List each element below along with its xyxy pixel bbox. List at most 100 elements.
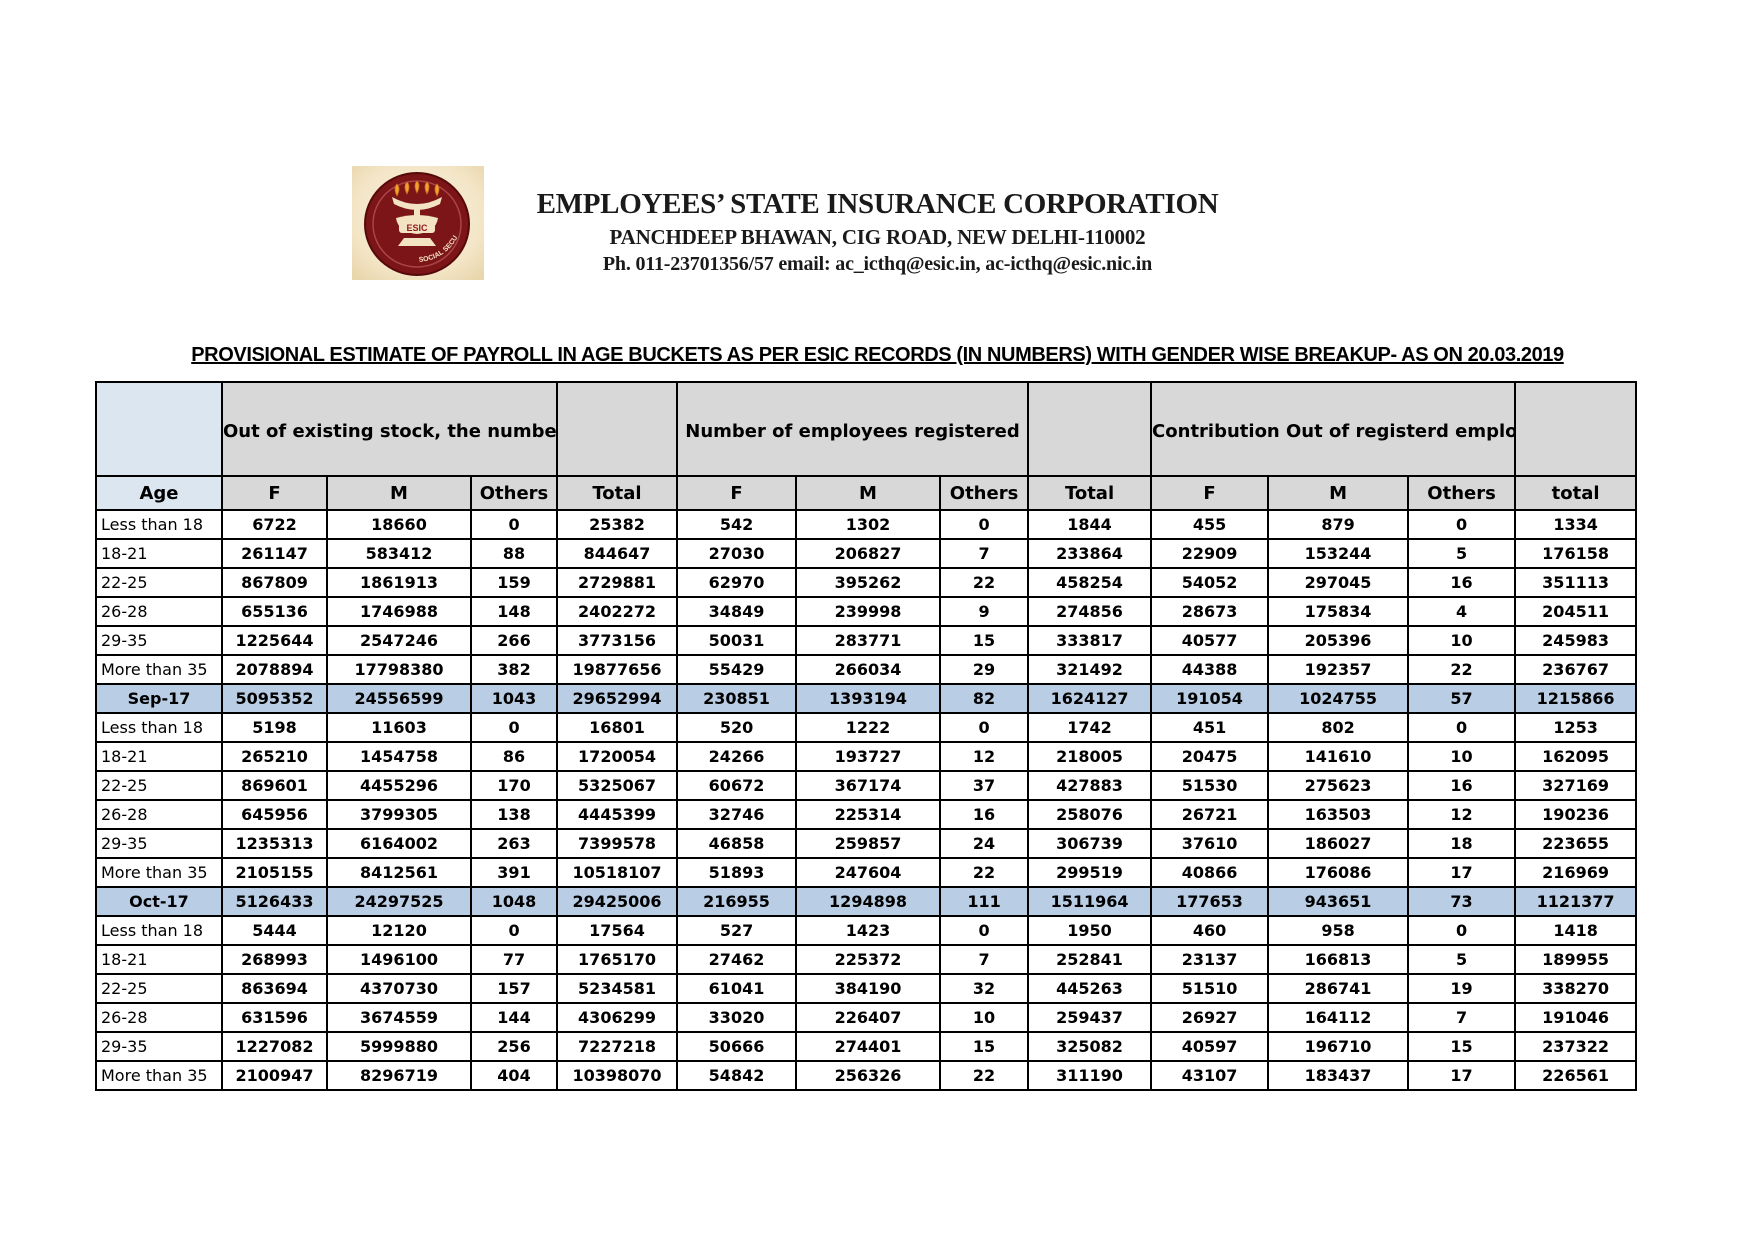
value-cell: 351113	[1514, 567, 1638, 598]
value-cell: 163503	[1267, 799, 1410, 830]
value-cell: 51893	[676, 857, 798, 888]
value-cell: 60672	[676, 770, 798, 801]
value-cell: 3773156	[556, 625, 679, 656]
value-cell: 51530	[1150, 770, 1270, 801]
age-label: 22-25	[95, 770, 223, 801]
value-cell: 265210	[221, 741, 328, 772]
age-label: More than 35	[95, 654, 223, 685]
value-cell: 5444	[221, 915, 328, 946]
table-row: 22-25 867809 1861913 159 2729881 62970 395262 2…	[95, 567, 1638, 598]
value-cell: 275623	[1267, 770, 1410, 801]
value-cell: 12	[939, 741, 1030, 772]
value-cell: 0	[939, 509, 1030, 540]
doc-title: PROVISIONAL ESTIMATE OF PAYROLL IN AGE B…	[191, 344, 1564, 366]
value-cell: 1511964	[1027, 886, 1153, 917]
value-cell: 15	[939, 625, 1030, 656]
org-name: EMPLOYEES’ STATE INSURANCE CORPORATION	[536, 188, 1219, 220]
value-cell: 274856	[1027, 596, 1153, 627]
value-cell: 5	[1407, 944, 1517, 975]
age-label: More than 35	[95, 857, 223, 888]
value-cell: 583412	[326, 538, 472, 569]
value-cell: 10518107	[556, 857, 679, 888]
value-cell: 395262	[795, 567, 942, 598]
value-cell: 191046	[1514, 1002, 1638, 1033]
value-cell: 0	[1407, 915, 1517, 946]
column-header: Others	[1407, 475, 1517, 511]
value-cell: 0	[469, 509, 559, 540]
value-cell: 0	[939, 915, 1030, 946]
value-cell: 20475	[1150, 741, 1270, 772]
table-row: More than 35 2078894 17798380 382 19877656 55…	[95, 654, 1638, 685]
value-cell: 1215866	[1514, 683, 1638, 714]
value-cell: 4455296	[326, 770, 472, 801]
payroll-table-body: Less than 18 6722 18660 0 25382 542 1302 0 1844 4…	[95, 509, 1638, 1091]
value-cell: 204511	[1514, 596, 1638, 627]
value-cell: 460	[1150, 915, 1270, 946]
value-cell: 29652994	[556, 683, 679, 714]
letterhead: EMPLOYEES’ STATE INSURANCE CORPORATION P…	[0, 188, 1755, 276]
value-cell: 325082	[1027, 1031, 1153, 1062]
value-cell: 73	[1407, 886, 1517, 917]
value-cell: 958	[1267, 915, 1410, 946]
value-cell: 23137	[1150, 944, 1270, 975]
value-cell: 236767	[1514, 654, 1638, 685]
value-cell: 10	[939, 1002, 1030, 1033]
value-cell: 22	[1407, 654, 1517, 685]
value-cell: 141610	[1267, 741, 1410, 772]
value-cell: 27030	[676, 538, 798, 569]
total2-spacer	[1027, 381, 1153, 477]
value-cell: 943651	[1267, 886, 1410, 917]
lamp-flames-icon	[394, 180, 440, 197]
value-cell: 266	[469, 625, 559, 656]
value-cell: 61041	[676, 973, 798, 1004]
value-cell: 1844	[1027, 509, 1153, 540]
value-cell: 37	[939, 770, 1030, 801]
value-cell: 10	[1407, 741, 1517, 772]
table-row: 18-21 268993 1496100 77 1765170 27462 225372 7 2…	[95, 944, 1638, 975]
value-cell: 1043	[469, 683, 559, 714]
value-cell: 297045	[1267, 567, 1410, 598]
value-cell: 186027	[1267, 828, 1410, 859]
value-cell: 863694	[221, 973, 328, 1004]
value-cell: 391	[469, 857, 559, 888]
esic-logo: ESIC SOCIAL SECURITY	[349, 161, 484, 280]
value-cell: 527	[676, 915, 798, 946]
value-cell: 162095	[1514, 741, 1638, 772]
value-cell: 111	[939, 886, 1030, 917]
table-row: 29-35 1227082 5999880 256 7227218 50666 274401…	[95, 1031, 1638, 1062]
group-header-registered: Number of employees registered	[676, 381, 1030, 477]
value-cell: 1720054	[556, 741, 679, 772]
value-cell: 17798380	[326, 654, 472, 685]
value-cell: 0	[939, 712, 1030, 743]
table-row: Less than 18 6722 18660 0 25382 542 1302 0 1844 4…	[95, 509, 1638, 540]
value-cell: 1742	[1027, 712, 1153, 743]
value-cell: 62970	[676, 567, 798, 598]
value-cell: 5198	[221, 712, 328, 743]
value-cell: 7	[939, 538, 1030, 569]
value-cell: 226561	[1514, 1060, 1638, 1091]
value-cell: 5325067	[556, 770, 679, 801]
value-cell: 5999880	[326, 1031, 472, 1062]
value-cell: 1235313	[221, 828, 328, 859]
value-cell: 382	[469, 654, 559, 685]
value-cell: 2547246	[326, 625, 472, 656]
value-cell: 24297525	[326, 886, 472, 917]
value-cell: 54842	[676, 1060, 798, 1091]
column-header: M	[795, 475, 942, 511]
value-cell: 175834	[1267, 596, 1410, 627]
age-label: 26-28	[95, 799, 223, 830]
value-cell: 8296719	[326, 1060, 472, 1091]
value-cell: 16801	[556, 712, 679, 743]
org-address: PANCHDEEP BHAWAN, CIG ROAD, NEW DELHI-11…	[609, 225, 1146, 249]
value-cell: 192357	[1267, 654, 1410, 685]
value-cell: 7399578	[556, 828, 679, 859]
value-cell: 37610	[1150, 828, 1270, 859]
value-cell: 15	[1407, 1031, 1517, 1062]
value-cell: 205396	[1267, 625, 1410, 656]
value-cell: 327169	[1514, 770, 1638, 801]
value-cell: 445263	[1027, 973, 1153, 1004]
value-cell: 193727	[795, 741, 942, 772]
age-label: Less than 18	[95, 915, 223, 946]
value-cell: 159	[469, 567, 559, 598]
value-cell: 8412561	[326, 857, 472, 888]
